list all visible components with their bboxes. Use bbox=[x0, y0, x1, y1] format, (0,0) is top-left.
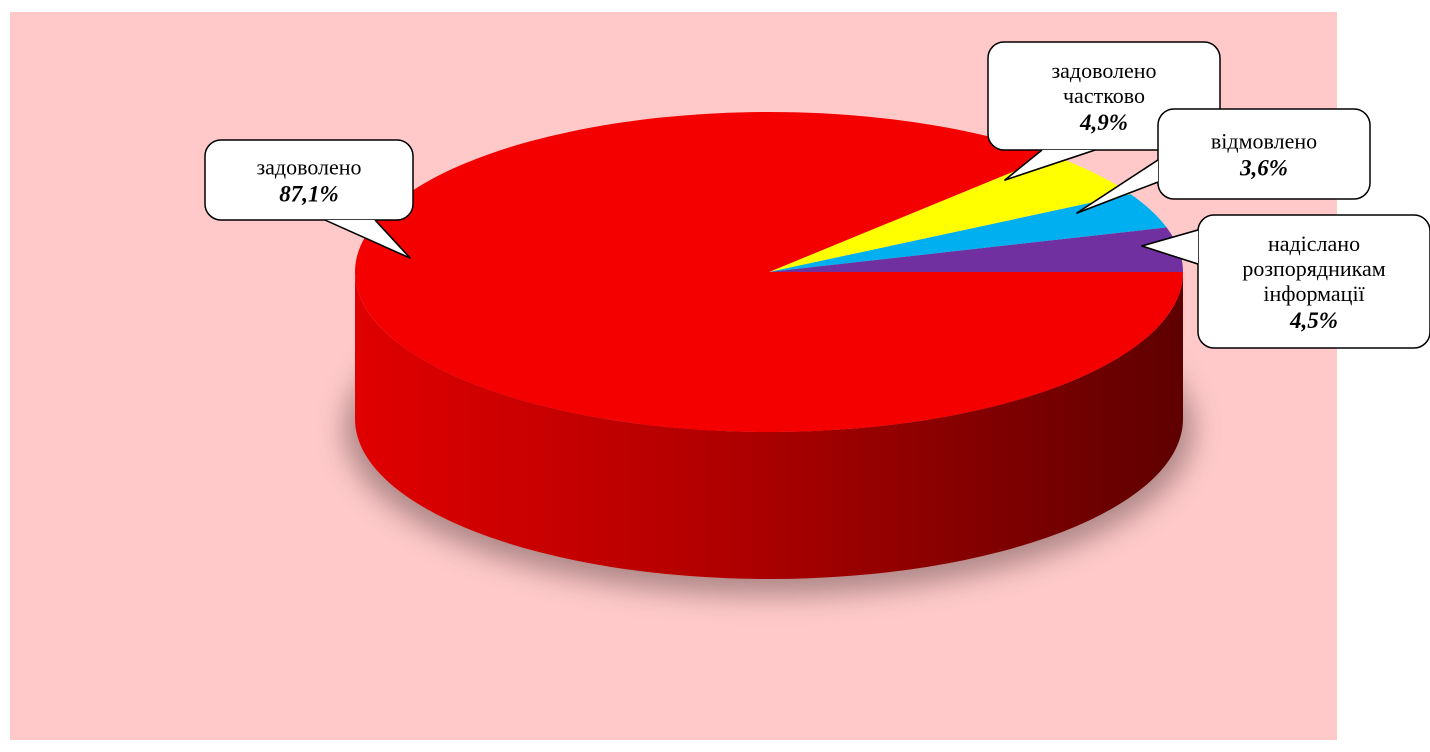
pie-slice-1 bbox=[769, 155, 1131, 272]
pie-chart: задоволено87,1%задоволеночастково4,9%від… bbox=[10, 12, 1430, 740]
callout-pointer-fill bbox=[1142, 230, 1198, 264]
slice-label-2-line-0: відмовлено bbox=[1211, 129, 1317, 154]
callout-pointer-outline bbox=[1004, 149, 1096, 181]
slice-label-1-line-0: задоволено bbox=[1051, 58, 1156, 83]
slice-label-3-line-1: розпорядникам bbox=[1242, 256, 1385, 281]
callout-pointer-outline bbox=[1141, 229, 1199, 265]
slice-percent-2: 3,6% bbox=[1239, 156, 1288, 181]
slice-label-1-line-1: частково bbox=[1063, 83, 1145, 108]
pie-side-wall bbox=[355, 272, 1183, 579]
callout-pointer-outline bbox=[324, 219, 411, 259]
callout-box bbox=[1197, 214, 1430, 349]
pie-slice-0 bbox=[354, 112, 1183, 433]
slice-percent-1: 4,9% bbox=[1079, 110, 1128, 135]
slice-label-3-line-2: інформації bbox=[1263, 281, 1365, 306]
callout-box bbox=[204, 139, 414, 221]
slice-percent-0: 87,1% bbox=[279, 182, 338, 207]
pie-slice-3 bbox=[769, 227, 1183, 272]
pie-slice-2 bbox=[769, 194, 1167, 272]
slice-label-0-line-0: задоволено bbox=[256, 155, 361, 180]
callout-box bbox=[1157, 108, 1371, 200]
chart-area: задоволено 87,1% задоволено частково 4,9% від… bbox=[10, 12, 1430, 740]
callout-pointer-outline bbox=[1076, 159, 1159, 214]
slice-label-3-line-0: надіслано bbox=[1268, 231, 1360, 256]
slice-percent-3: 4,5% bbox=[1289, 308, 1338, 333]
